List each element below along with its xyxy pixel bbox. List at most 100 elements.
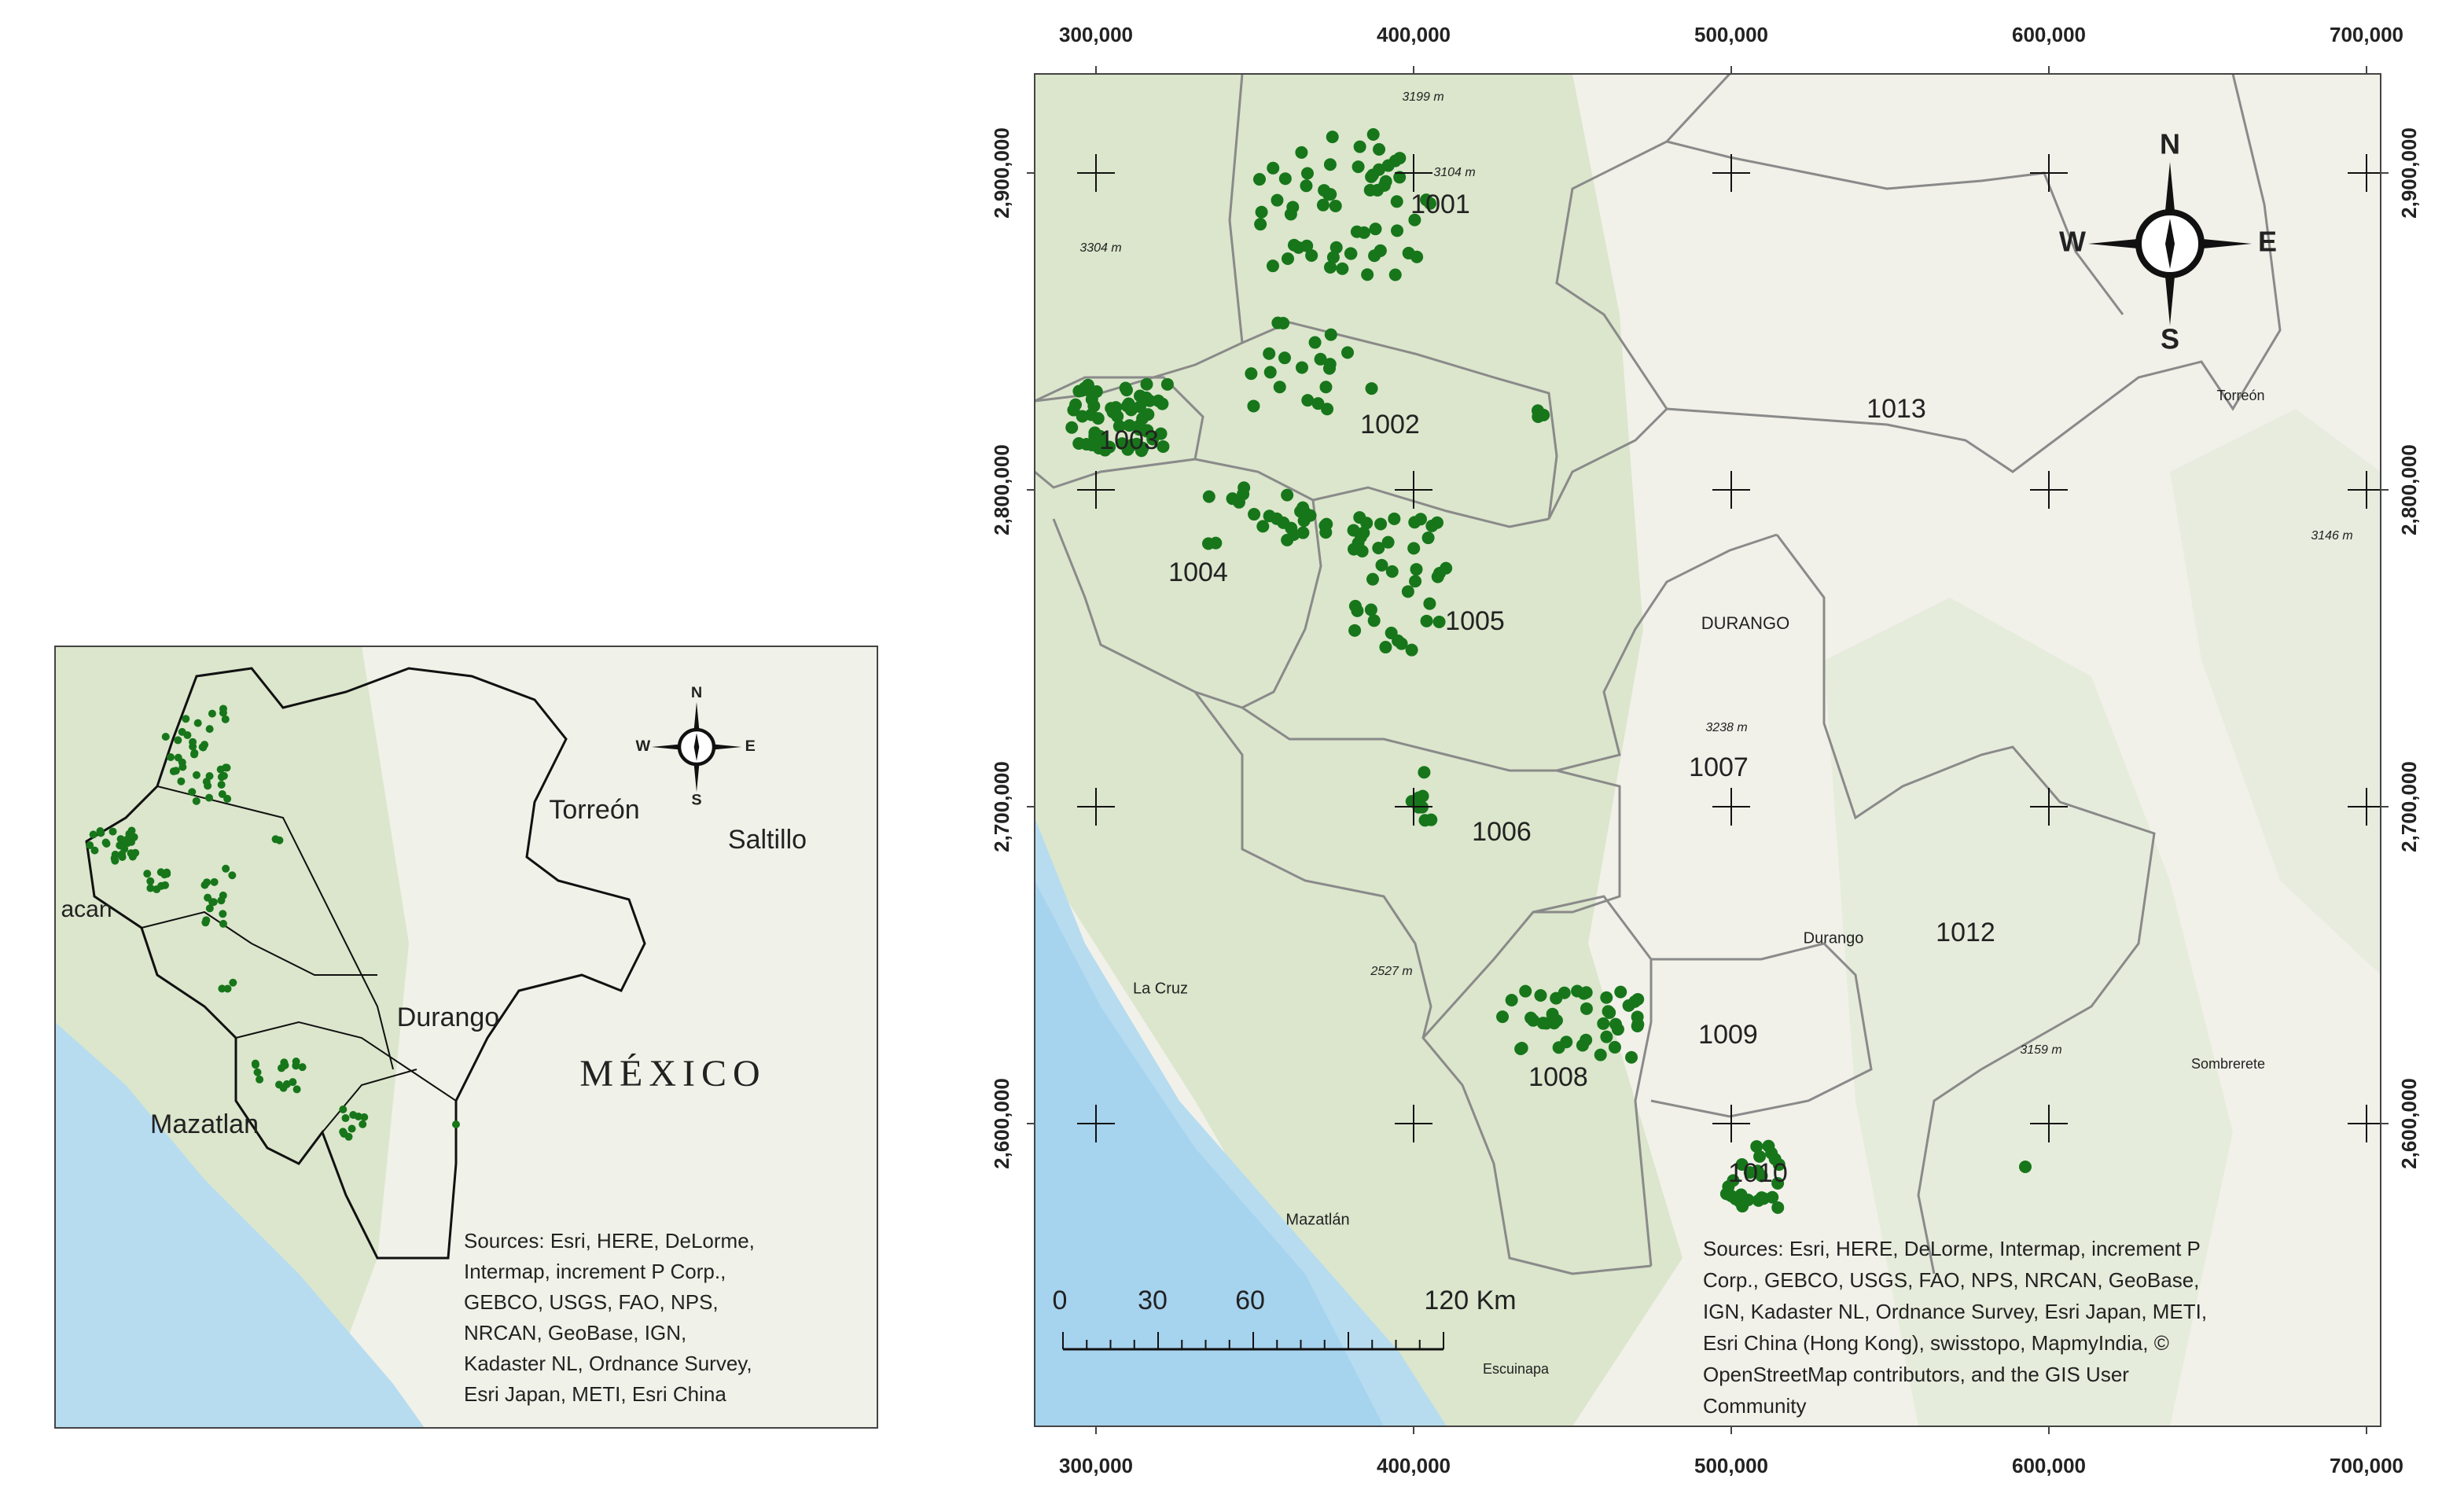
sample-point <box>1385 565 1399 578</box>
sample-point <box>344 1132 353 1141</box>
sample-point <box>1341 346 1355 359</box>
sample-point <box>1347 524 1360 537</box>
sources-line: GEBCO, USGS, FAO, NPS, <box>464 1290 719 1314</box>
ocean-shallow <box>1035 881 1384 1426</box>
sample-point <box>1087 399 1101 413</box>
sample-point <box>219 910 227 918</box>
sample-point <box>1580 986 1593 999</box>
sample-point <box>1267 161 1280 175</box>
sample-point <box>1388 512 1401 525</box>
compass-letter: E <box>2258 226 2277 258</box>
sample-point <box>1750 1140 1763 1153</box>
sample-point <box>1366 127 1380 141</box>
region-border <box>322 1069 417 1133</box>
ocean <box>55 1022 425 1428</box>
sample-point <box>1410 250 1424 263</box>
sample-point <box>1320 517 1333 531</box>
sample-point <box>1324 260 1337 274</box>
sample-point <box>1771 1176 1785 1190</box>
sample-point <box>1631 1020 1644 1033</box>
x-tick-label: 500,000 <box>1694 1454 1768 1477</box>
sample-point <box>219 919 227 928</box>
sample-point <box>222 763 231 772</box>
sample-point <box>1300 179 1313 193</box>
sample-point <box>174 736 182 745</box>
inset-map <box>55 646 877 1428</box>
sample-point <box>188 788 197 796</box>
sample-point <box>1580 1002 1593 1015</box>
region-label: 1005 <box>1445 606 1505 636</box>
sources-line: OpenStreetMap contributors, and the GIS … <box>1703 1363 2129 1386</box>
sample-point <box>1157 440 1170 453</box>
sample-point <box>1160 377 1174 391</box>
sample-point <box>1425 813 1438 826</box>
sample-point <box>1401 585 1414 598</box>
elevation-label: 3159 m <box>2020 1043 2061 1057</box>
sample-point <box>1146 432 1160 446</box>
y-tick-label: 2,600,000 <box>2397 1078 2421 1169</box>
annotations: 300,000 300,000 400,000 400,000 500,000 500,0… <box>61 23 2420 1477</box>
place-label: Durango <box>1804 929 1864 947</box>
sources-line: Corp., GEBCO, USGS, FAO, NPS, NRCAN, Geo… <box>1703 1268 2199 1292</box>
sample-point <box>1295 361 1308 374</box>
sample-point <box>1410 563 1423 576</box>
sample-point <box>1366 168 1380 182</box>
y-tick-label: 2,800,000 <box>990 444 1013 535</box>
sample-point <box>1560 1036 1573 1049</box>
sample-point <box>1124 403 1138 417</box>
sample-point <box>205 725 214 734</box>
sample-point <box>1432 566 1446 579</box>
sample-point <box>1420 614 1433 627</box>
sample-point <box>218 789 226 798</box>
sample-point <box>1139 391 1153 404</box>
sample-point <box>1273 381 1286 394</box>
sample-point <box>1069 398 1083 411</box>
sample-point <box>1344 247 1358 260</box>
sample-point <box>217 773 226 782</box>
sample-point <box>1350 225 1363 238</box>
sample-point <box>1374 244 1387 257</box>
sample-point <box>221 715 230 723</box>
sample-point <box>1247 399 1260 413</box>
sample-point <box>1364 603 1377 616</box>
sample-point <box>1281 252 1294 265</box>
sample-point <box>1594 1048 1607 1061</box>
compass-letter: S <box>2161 323 2179 355</box>
inset-frame <box>54 646 878 1429</box>
sample-point <box>1255 205 1268 219</box>
sample-point <box>359 1120 367 1128</box>
compass-letter: N <box>2160 128 2180 160</box>
sample-point <box>1152 394 1165 407</box>
sample-point <box>1351 604 1364 617</box>
sample-point <box>1608 1040 1621 1054</box>
sample-point <box>86 841 94 849</box>
sample-point <box>1322 188 1335 201</box>
region-label: 1007 <box>1689 752 1749 782</box>
region-label: 1012 <box>1936 918 1995 947</box>
y-tick-label: 2,900,000 <box>990 127 1013 219</box>
sample-point <box>108 827 117 836</box>
sample-point <box>123 839 131 848</box>
region-label: 1008 <box>1528 1062 1588 1092</box>
sample-point <box>1432 615 1446 628</box>
sample-point <box>1263 510 1276 523</box>
terrain <box>2170 409 2381 975</box>
sample-point <box>208 709 216 718</box>
region-border <box>235 1021 457 1102</box>
region-border <box>141 911 377 976</box>
sample-point <box>1300 167 1314 180</box>
sample-point <box>1733 1195 1746 1208</box>
sample-point <box>1600 1030 1613 1043</box>
sample-point <box>223 984 232 993</box>
sources-line: NRCAN, GeoBase, IGN, <box>464 1321 686 1345</box>
sample-point <box>89 830 97 839</box>
sample-point <box>1536 1017 1550 1030</box>
sample-point <box>1614 985 1627 999</box>
sample-point <box>223 794 232 803</box>
sample-point <box>1762 1139 1775 1153</box>
elevation-label: 3304 m <box>1079 241 1121 255</box>
compass-letter: S <box>691 791 701 808</box>
sample-point <box>1091 412 1105 425</box>
sample-point <box>110 854 119 863</box>
